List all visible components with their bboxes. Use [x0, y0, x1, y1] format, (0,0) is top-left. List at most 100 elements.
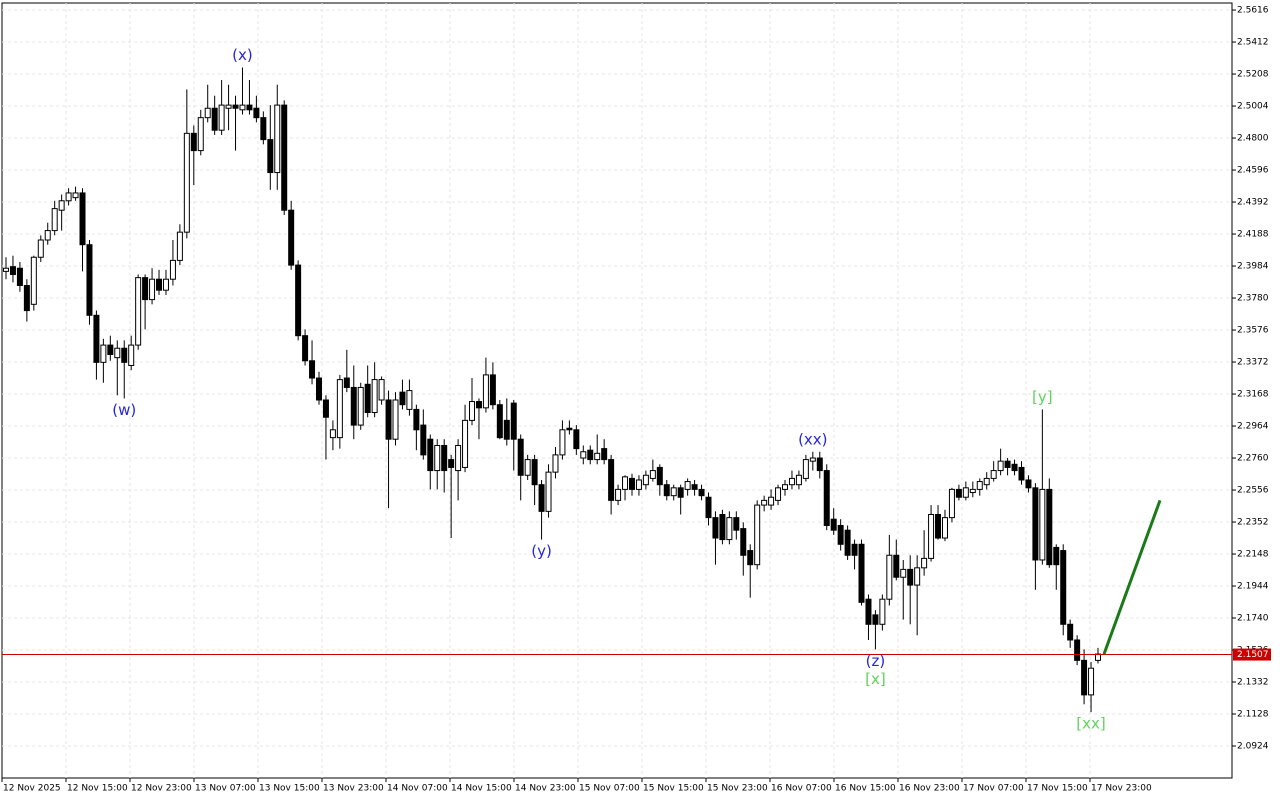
candle-body	[1039, 488, 1046, 561]
candle-body	[503, 419, 510, 440]
x-tick-label: 15 Nov 07:00	[579, 784, 640, 794]
x-tick-label: 16 Nov 23:00	[899, 784, 960, 794]
candle-body	[190, 132, 197, 152]
x-tick-label: 13 Nov 07:00	[195, 784, 256, 794]
candle-body	[830, 518, 837, 531]
wave-label: (w)	[112, 401, 136, 419]
candle-body	[635, 479, 642, 490]
y-tick-label: 2.5412	[1237, 38, 1269, 48]
candle-body	[844, 529, 851, 556]
candle-body	[65, 192, 72, 202]
candle-body	[726, 517, 733, 541]
candle-body	[72, 192, 79, 199]
candle-body	[809, 457, 816, 462]
candle-body	[691, 484, 698, 490]
candle-body	[879, 598, 886, 625]
candle-body	[775, 487, 782, 501]
candle-body	[601, 448, 608, 461]
candle-body	[3, 267, 9, 272]
candle-body	[747, 550, 754, 566]
candle-body	[962, 487, 969, 498]
candle-body	[107, 344, 114, 356]
wave-label: [x]	[865, 670, 886, 688]
candle-body	[413, 408, 420, 431]
candle-body	[156, 278, 163, 291]
candle-body	[427, 438, 434, 472]
candle-body	[1074, 639, 1081, 661]
candle-body	[698, 488, 705, 497]
y-tick-label: 2.2964	[1237, 422, 1269, 432]
candle-body	[128, 344, 135, 366]
candle-body	[37, 239, 44, 258]
candle-body	[448, 459, 455, 468]
candle-body	[782, 484, 789, 490]
candle-body	[176, 231, 183, 261]
candle-body	[761, 499, 768, 506]
candle-body	[1004, 460, 1011, 468]
candle-body	[1053, 546, 1060, 566]
candle-body	[622, 476, 629, 490]
candle-body	[399, 391, 406, 406]
wave-label: [y]	[1032, 388, 1053, 406]
y-tick-label: 2.5208	[1237, 70, 1269, 80]
candle-body	[754, 504, 761, 566]
candle-body	[858, 543, 865, 603]
candle-body	[274, 104, 281, 174]
candle-body	[315, 377, 322, 401]
wave-label: (xx)	[798, 430, 827, 448]
candle-body	[281, 104, 288, 211]
x-tick-label: 13 Nov 15:00	[259, 784, 320, 794]
candle-body	[406, 390, 413, 410]
y-tick-label: 2.1128	[1237, 710, 1269, 720]
candle-body	[573, 429, 580, 450]
y-tick-label: 2.1332	[1237, 678, 1269, 688]
candle-body	[608, 459, 615, 501]
y-tick-label: 2.5616	[1237, 6, 1269, 16]
y-tick-label: 2.0924	[1237, 742, 1269, 752]
y-tick-label: 2.2352	[1237, 518, 1269, 528]
candle-body	[531, 459, 538, 486]
candle-body	[907, 568, 914, 586]
candle-body	[1011, 463, 1018, 472]
y-tick-label: 2.4188	[1237, 230, 1269, 240]
candle-body	[955, 488, 962, 498]
y-tick-label: 2.3576	[1237, 326, 1269, 336]
candle-body	[914, 567, 921, 586]
y-tick-label: 2.2760	[1237, 454, 1269, 464]
candle-body	[364, 383, 371, 414]
candle-body	[420, 424, 427, 456]
candle-body	[211, 107, 218, 131]
candle-body	[51, 208, 58, 232]
candle-body	[594, 452, 601, 461]
x-tick-label: 13 Nov 23:00	[323, 784, 384, 794]
candle-body	[1081, 659, 1088, 696]
candle-body	[663, 484, 670, 497]
candle-body	[921, 557, 928, 569]
candle-body	[893, 554, 900, 578]
candle-body	[204, 107, 211, 119]
candle-body	[482, 374, 489, 409]
y-tick-label: 2.3168	[1237, 390, 1269, 400]
candle-body	[990, 470, 997, 479]
candle-body	[1067, 623, 1074, 641]
candle-body	[524, 459, 531, 476]
x-tick-label: 14 Nov 15:00	[451, 784, 512, 794]
x-tick-label: 17 Nov 15:00	[1027, 784, 1088, 794]
candle-body	[517, 438, 524, 476]
y-tick-label: 2.3780	[1237, 294, 1269, 304]
candle-body	[475, 401, 482, 409]
candle-body	[628, 477, 635, 490]
candle-body	[684, 481, 691, 490]
candle-body	[295, 264, 302, 337]
y-tick-label: 2.3984	[1237, 262, 1269, 272]
candle-body	[197, 117, 204, 152]
x-tick-label: 16 Nov 15:00	[835, 784, 896, 794]
candle-body	[615, 488, 622, 501]
candle-body	[948, 488, 955, 519]
candle-body	[510, 402, 517, 440]
candle-body	[288, 209, 295, 266]
candle-body	[538, 484, 545, 512]
candle-body	[941, 517, 948, 539]
candle-body	[886, 554, 893, 600]
